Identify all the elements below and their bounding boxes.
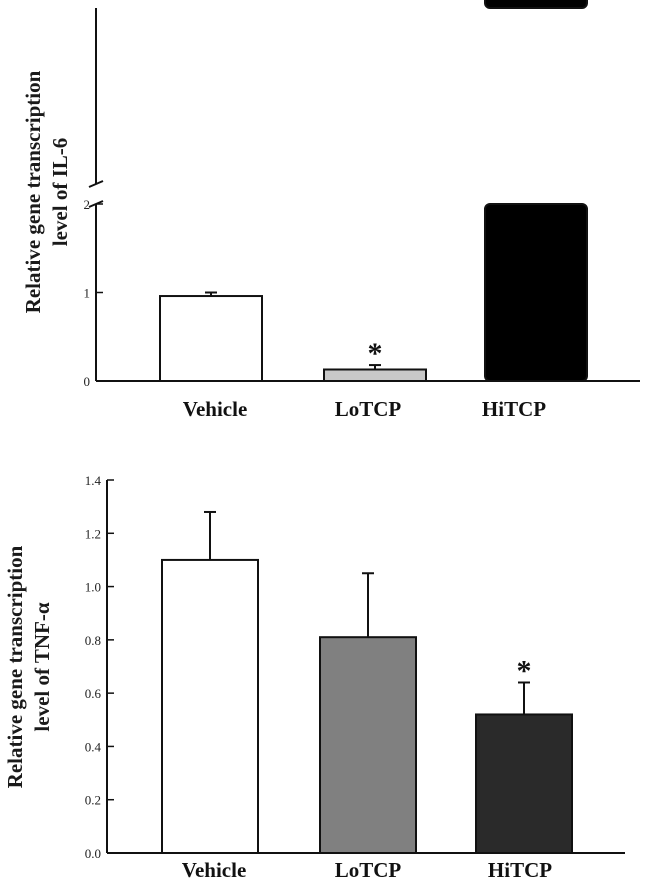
- il6-axis-break-mark: [88, 180, 104, 188]
- tnf-category-labels: Vehicle LoTCP HiTCP: [182, 858, 553, 882]
- il6-category-labels: Vehicle LoTCP HiTCP: [183, 397, 547, 421]
- il6-significance-mark: *: [368, 337, 383, 370]
- il6-bar-lotcp: [323, 368, 427, 382]
- il6-ytick-label: 2: [84, 197, 91, 212]
- tnf-category-label: HiTCP: [488, 858, 552, 882]
- il6-bar-hitcp: [484, 203, 588, 382]
- il6-axis-break-mark: [88, 200, 104, 208]
- il6-category-label: Vehicle: [183, 397, 248, 421]
- tnf-ytick-label: 0.2: [85, 793, 101, 808]
- tnf-bar-group: *: [161, 510, 573, 855]
- tnf-significance-mark: *: [517, 654, 532, 687]
- tnf-tick-group: 0.0 0.2 0.4 0.6 0.8 1.0 1.2 1.4: [85, 473, 114, 861]
- il6-ytick-label: 1: [84, 286, 91, 301]
- il6-axis-group: [88, 8, 640, 382]
- il6-tick-group: 0128101214: [84, 197, 103, 389]
- il6-category-label: HiTCP: [482, 397, 546, 421]
- il6-category-label: LoTCP: [335, 397, 402, 421]
- tnf-ylabel-line1: Relative gene transcription: [3, 545, 27, 788]
- tnf-ylabel-line2: level of TNF-α: [30, 602, 54, 731]
- tnf-ytick-label: 0.6: [85, 686, 102, 701]
- tnf-bar-vehicle: [161, 558, 259, 855]
- il6-ylabel-line1: Relative gene transcription: [21, 70, 45, 313]
- il6-chart: Relative gene transcription level of IL-…: [21, 0, 640, 421]
- il6-bar-hitcp: [484, 0, 588, 9]
- tnf-ytick-label: 0.8: [85, 633, 101, 648]
- tnf-ytick-label: 0.0: [85, 846, 101, 861]
- tnf-category-label: LoTCP: [335, 858, 402, 882]
- il6-ylabel-line2: level of IL-6: [48, 138, 72, 246]
- tnf-axis-group: [106, 480, 625, 854]
- il6-bar-group: **: [159, 0, 588, 383]
- tnf-ytick-label: 1.2: [85, 526, 101, 541]
- tnf-ytick-label: 0.4: [85, 739, 102, 754]
- tnf-ytick-label: 1.0: [85, 580, 101, 595]
- tnf-ytick-label: 1.4: [85, 473, 102, 488]
- tnf-bar-lotcp: [319, 636, 417, 855]
- tnf-bar-hitcp: [475, 713, 573, 855]
- tnf-chart: Relative gene transcription level of TNF…: [3, 473, 625, 882]
- il6-ytick-label: 0: [84, 374, 91, 389]
- il6-bar-vehicle: [159, 295, 263, 383]
- tnf-category-label: Vehicle: [182, 858, 247, 882]
